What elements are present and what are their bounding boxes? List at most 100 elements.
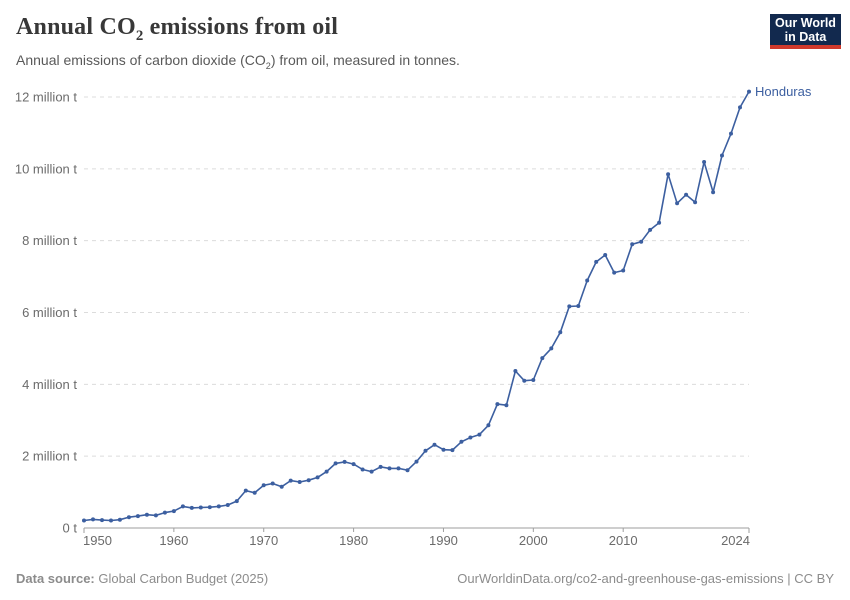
data-point[interactable] (234, 499, 239, 504)
data-source-label: Data source: (16, 571, 95, 586)
data-point[interactable] (522, 378, 527, 383)
y-tick-label: 2 million t (22, 449, 77, 464)
data-point[interactable] (504, 403, 509, 408)
data-point[interactable] (279, 484, 284, 489)
data-point[interactable] (513, 369, 518, 373)
data-point[interactable] (315, 475, 320, 480)
data-point[interactable] (91, 517, 95, 522)
data-point[interactable] (432, 442, 437, 447)
owid-logo[interactable]: Our World in Data (770, 14, 841, 49)
x-tick-label: 1990 (429, 533, 458, 548)
data-point[interactable] (135, 514, 140, 519)
data-point[interactable] (126, 515, 131, 520)
data-point[interactable] (162, 510, 167, 515)
data-point[interactable] (270, 481, 275, 486)
data-point[interactable] (405, 468, 410, 473)
y-tick-label: 4 million t (22, 377, 77, 392)
x-tick-label: 2024 (721, 533, 750, 548)
data-point[interactable] (576, 304, 581, 308)
x-tick-label: 1980 (339, 533, 368, 548)
data-point[interactable] (378, 464, 383, 469)
logo-line-2: in Data (784, 30, 827, 44)
x-tick-label: 1960 (159, 533, 188, 548)
data-point[interactable] (117, 517, 122, 522)
data-point[interactable] (297, 480, 302, 484)
data-point[interactable] (207, 505, 212, 510)
data-point[interactable] (288, 478, 293, 483)
data-point[interactable] (423, 448, 428, 453)
data-point[interactable] (414, 459, 419, 464)
data-point[interactable] (100, 518, 104, 523)
chart-subtitle: Annual emissions of carbon dioxide (CO2)… (16, 52, 460, 70)
data-point[interactable] (342, 459, 347, 464)
data-point[interactable] (711, 190, 716, 195)
data-point[interactable] (702, 160, 707, 164)
data-point[interactable] (486, 423, 491, 428)
data-point[interactable] (657, 220, 662, 225)
data-point[interactable] (720, 153, 724, 158)
data-point[interactable] (153, 513, 158, 518)
data-point[interactable] (82, 518, 86, 523)
data-point[interactable] (189, 505, 194, 510)
data-point[interactable] (738, 105, 742, 110)
data-point[interactable] (558, 330, 563, 335)
data-point[interactable] (549, 346, 554, 351)
data-point[interactable] (333, 461, 338, 466)
data-point[interactable] (216, 504, 221, 509)
data-point[interactable] (459, 439, 464, 444)
data-point[interactable] (387, 466, 392, 471)
y-tick-label: 10 million t (15, 161, 78, 176)
data-point[interactable] (468, 435, 473, 440)
data-point[interactable] (531, 378, 536, 382)
data-point[interactable] (747, 89, 751, 94)
data-point[interactable] (594, 259, 599, 264)
data-point[interactable] (198, 505, 203, 510)
data-point[interactable] (630, 242, 635, 247)
data-point[interactable] (396, 466, 401, 471)
series-end-label: Honduras (755, 84, 812, 99)
data-source-note: Data source: Global Carbon Budget (2025) (16, 571, 268, 586)
page-title: Annual CO2 emissions from oil (16, 14, 338, 44)
data-point[interactable] (450, 448, 455, 453)
data-point[interactable] (675, 201, 680, 206)
data-point[interactable] (729, 131, 733, 136)
data-point[interactable] (324, 469, 329, 474)
subtitle-text-suffix: ) from oil, measured in tonnes. (270, 52, 460, 68)
data-point[interactable] (648, 227, 653, 232)
y-tick-label: 8 million t (22, 233, 77, 248)
data-point[interactable] (144, 512, 149, 517)
data-point[interactable] (351, 462, 356, 467)
logo-line-1: Our World (775, 16, 836, 30)
title-text: Annual CO (16, 14, 136, 40)
y-tick-label: 12 million t (15, 90, 78, 105)
data-point[interactable] (171, 509, 176, 514)
footer-citation-link[interactable]: OurWorldinData.org/co2-and-greenhouse-ga… (457, 571, 834, 586)
data-point[interactable] (639, 239, 644, 244)
data-point[interactable] (243, 488, 248, 493)
data-point[interactable] (666, 172, 671, 177)
data-point[interactable] (261, 483, 266, 488)
data-point[interactable] (360, 467, 365, 472)
data-point[interactable] (585, 278, 590, 283)
data-point[interactable] (252, 490, 257, 495)
data-point[interactable] (603, 253, 608, 257)
data-point[interactable] (180, 504, 185, 509)
data-point[interactable] (495, 402, 500, 407)
data-point[interactable] (621, 268, 626, 273)
data-source-text: Global Carbon Budget (2025) (94, 571, 269, 586)
data-point[interactable] (441, 447, 446, 452)
title-subscript: 2 (135, 27, 144, 44)
data-point[interactable] (369, 469, 374, 474)
data-point[interactable] (306, 478, 311, 483)
data-point[interactable] (612, 270, 617, 275)
line-chart[interactable]: 0 t 2 million t 4 million t 6 million t 8 mi… (0, 0, 850, 560)
x-tick-label: 1970 (249, 533, 278, 548)
data-point[interactable] (109, 518, 113, 523)
data-point[interactable] (693, 200, 698, 205)
data-point[interactable] (684, 192, 689, 197)
data-point[interactable] (567, 304, 572, 309)
data-point[interactable] (225, 503, 230, 507)
data-point[interactable] (540, 356, 545, 361)
data-point[interactable] (477, 432, 482, 437)
